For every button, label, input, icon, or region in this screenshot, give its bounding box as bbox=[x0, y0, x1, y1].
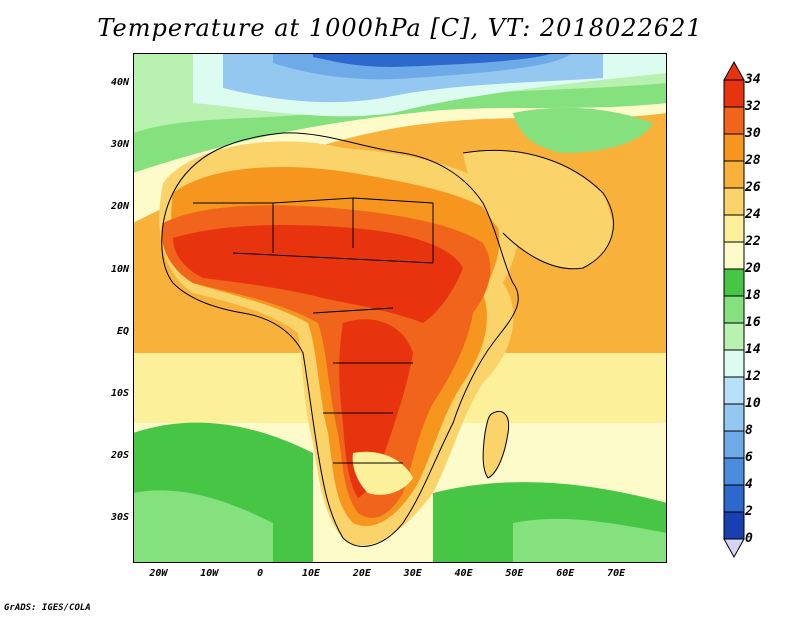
y-tick-label: 20S bbox=[110, 450, 129, 462]
colorbar-svg bbox=[723, 60, 745, 559]
africa-land-32-34 bbox=[173, 225, 463, 323]
colorbar-label: 32 bbox=[745, 99, 761, 114]
x-tick-label: 50E bbox=[505, 568, 524, 579]
colorbar-segment bbox=[723, 268, 745, 297]
colorbar-segment bbox=[723, 133, 745, 162]
colorbar-label: 18 bbox=[745, 288, 761, 303]
colorbar bbox=[720, 60, 780, 560]
colorbar-segment bbox=[723, 79, 745, 108]
x-tick-label: 20W bbox=[149, 568, 168, 579]
colorbar-label: 14 bbox=[745, 342, 761, 357]
coastline-arabia bbox=[462, 149, 614, 270]
y-tick-label: 30S bbox=[110, 512, 129, 524]
x-tick-label: 10W bbox=[200, 568, 219, 579]
y-tick-label: 40N bbox=[110, 77, 129, 89]
colorbar-label: 4 bbox=[745, 477, 753, 492]
colorbar-segment bbox=[723, 187, 745, 216]
colorbar-bottom-arrow bbox=[723, 538, 745, 559]
arabia-land-26-28 bbox=[463, 150, 614, 269]
colorbar-label: 30 bbox=[745, 126, 761, 141]
map-frame bbox=[133, 53, 667, 563]
temperature-map bbox=[133, 53, 667, 563]
x-tick-label: 20E bbox=[352, 568, 371, 579]
colorbar-label: 8 bbox=[745, 423, 753, 438]
y-tick-label: 10S bbox=[110, 388, 129, 400]
ocean-band-16-18-east bbox=[513, 518, 667, 563]
coastline-africa bbox=[161, 132, 519, 547]
colorbar-segment bbox=[723, 484, 745, 513]
x-tick-label: 70E bbox=[607, 568, 626, 579]
x-tick-label: 10E bbox=[301, 568, 321, 579]
colorbar-segment bbox=[723, 511, 745, 540]
colorbar-label: 0 bbox=[745, 531, 753, 546]
y-tick-label: 20N bbox=[110, 201, 129, 213]
y-tick-label: 30N bbox=[110, 139, 129, 151]
iran-land-18-20 bbox=[513, 107, 653, 153]
india-land-26-28 bbox=[601, 139, 667, 303]
country-border-3 bbox=[352, 197, 434, 263]
x-tick-label: 40E bbox=[454, 568, 473, 579]
colorbar-segment bbox=[723, 403, 745, 432]
colorbar-segment bbox=[723, 430, 745, 459]
colorbar-label: 6 bbox=[745, 450, 753, 465]
colorbar-label: 22 bbox=[745, 234, 761, 249]
colorbar-segment bbox=[723, 295, 745, 324]
map-canvas bbox=[133, 53, 667, 563]
colorbar-label: 2 bbox=[745, 504, 753, 519]
colorbar-segment bbox=[723, 160, 745, 189]
x-tick-label: 30E bbox=[403, 568, 422, 579]
coastline-madagascar bbox=[482, 410, 510, 479]
colorbar-label: 12 bbox=[745, 369, 761, 384]
colorbar-segment bbox=[723, 376, 745, 405]
country-border-5 bbox=[312, 307, 394, 314]
footer-credit: GrADS: IGES/COLA bbox=[4, 603, 91, 613]
ocean-band-16-18 bbox=[133, 490, 273, 563]
europe-band-2-4 bbox=[313, 53, 553, 67]
madagascar bbox=[483, 411, 509, 478]
x-tick-label: 0 bbox=[257, 568, 264, 579]
colorbar-label: 28 bbox=[745, 153, 761, 168]
colorbar-label: 10 bbox=[745, 396, 761, 411]
colorbar-top-arrow bbox=[723, 60, 745, 81]
coastline-and-borders bbox=[161, 132, 614, 547]
colorbar-segment bbox=[723, 322, 745, 351]
x-tick-label: 60E bbox=[556, 568, 575, 579]
colorbar-segment bbox=[723, 349, 745, 378]
colorbar-segment bbox=[723, 241, 745, 270]
colorbar-segment bbox=[723, 106, 745, 135]
colorbar-label: 34 bbox=[745, 72, 761, 87]
y-tick-label: 10N bbox=[110, 263, 129, 275]
colorbar-label: 16 bbox=[745, 315, 761, 330]
colorbar-segment bbox=[723, 457, 745, 486]
map-title: Temperature at 1000hPa [C], VT: 20180226… bbox=[97, 14, 703, 42]
colorbar-label: 20 bbox=[745, 261, 761, 276]
y-tick-label: EQ bbox=[116, 325, 129, 337]
colorbar-label: 26 bbox=[745, 180, 761, 195]
colorbar-segment bbox=[723, 214, 745, 243]
country-border-4 bbox=[232, 252, 434, 264]
colorbar-label: 24 bbox=[745, 207, 761, 222]
